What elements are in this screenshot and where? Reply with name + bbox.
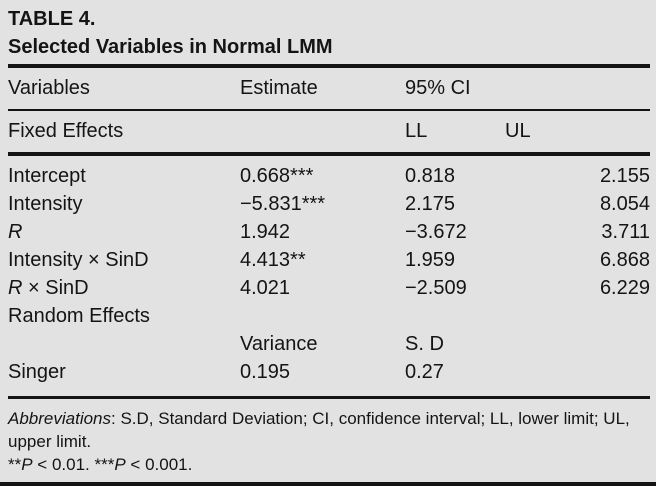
- variable-italic-part: R: [8, 276, 23, 299]
- stars-3: ***: [94, 455, 115, 474]
- column-header-ul: UL: [505, 120, 531, 142]
- cell-variable: Intensity: [8, 193, 240, 216]
- p-threshold-001: < 0.001.: [125, 455, 193, 474]
- cell-ll: 1.959: [405, 248, 456, 271]
- rule-bottom-of-table: [8, 396, 650, 399]
- p-symbol: P: [114, 455, 126, 474]
- cell-ul: 6.229: [599, 276, 650, 299]
- column-header-ci: 95% CI: [405, 77, 471, 99]
- cell-sd-header: S. D: [405, 332, 444, 355]
- table-footnotes: Abbreviations: S.D, Standard Deviation; …: [8, 399, 650, 476]
- rule-top: [8, 64, 650, 68]
- cell-ul: 3.711: [601, 220, 650, 243]
- cell-ul: 6.868: [599, 248, 650, 271]
- cell-estimate: −5.831***: [240, 192, 326, 215]
- variable-text-part: Singer: [8, 360, 66, 383]
- table-row: Intensity × SinD 4.413** 1.959 6.868: [8, 246, 650, 274]
- cell-variable: Intensity × SinD: [8, 249, 240, 272]
- p-threshold-01: < 0.01.: [32, 455, 95, 474]
- cell-variable: R × SinD: [8, 277, 240, 300]
- cell-estimate: 0.668***: [240, 164, 314, 187]
- column-header-estimate: Estimate: [240, 77, 318, 99]
- table-row: Singer 0.195 0.27: [8, 358, 650, 386]
- header-row-fixed-effects: Fixed Effects LL UL: [8, 111, 650, 152]
- variable-text-part: × SinD: [22, 276, 89, 299]
- table-title: Selected Variables in Normal LMM: [8, 36, 333, 58]
- table-row-section-random-effects: Random Effects: [8, 302, 650, 330]
- cell-estimate: 4.021: [240, 276, 291, 299]
- table-caption: TABLE 4. Selected Variables in Normal LM…: [8, 0, 650, 61]
- variable-text-part: Intensity × SinD: [8, 248, 149, 271]
- cell-ll: 2.175: [405, 192, 456, 215]
- cell-ul: 2.155: [599, 164, 650, 187]
- cell-ll: −2.509: [405, 276, 467, 299]
- cell-variable: Random Effects: [8, 305, 240, 328]
- table-row: R 1.942 −3.672 3.711: [8, 218, 650, 246]
- section-header-fixed-effects: Fixed Effects: [8, 120, 124, 142]
- table-row-random-effects-header: Variance S. D: [8, 330, 650, 358]
- table-row: Intensity −5.831*** 2.175 8.054: [8, 190, 650, 218]
- variable-text-part: Random Effects: [8, 304, 150, 327]
- variable-text-part: Intensity: [8, 192, 83, 215]
- cell-variable: Intercept: [8, 165, 240, 188]
- table-body: Intercept 0.668*** 0.818 2.155 Intensity…: [8, 156, 650, 396]
- abbreviations-note: Abbreviations: S.D, Standard Deviation; …: [8, 407, 650, 453]
- table-row: Intercept 0.668*** 0.818 2.155: [8, 162, 650, 190]
- abbreviations-label: Abbreviations: [8, 409, 112, 428]
- cell-estimate: 4.413**: [240, 248, 306, 271]
- cell-ll: −3.672: [405, 220, 467, 243]
- cell-variable: R: [8, 221, 240, 244]
- rule-under-main-header: [8, 109, 650, 111]
- column-header-ll: LL: [405, 120, 428, 142]
- table-label: TABLE 4.: [8, 8, 96, 30]
- p-symbol: P: [21, 455, 33, 474]
- cell-ll: 0.818: [405, 164, 456, 187]
- cell-estimate: 1.942: [240, 220, 291, 243]
- header-row-main: Variables Estimate 95% CI: [8, 68, 650, 109]
- stars-2: **: [8, 455, 22, 474]
- bottom-edge-rule: [0, 482, 656, 486]
- cell-variable: Singer: [8, 361, 240, 384]
- significance-note: **P < 0.01. ***P < 0.001.: [8, 453, 650, 476]
- table-row: R × SinD 4.021 −2.509 6.229: [8, 274, 650, 302]
- cell-estimate: 0.195: [240, 360, 291, 383]
- variable-italic-part: R: [8, 220, 23, 243]
- cell-variance-header: Variance: [240, 332, 318, 355]
- column-header-variables: Variables: [8, 77, 90, 99]
- rule-under-subheader: [8, 152, 650, 156]
- variable-text-part: Intercept: [8, 164, 86, 187]
- cell-ll: 0.27: [405, 360, 444, 383]
- abbreviations-text: : S.D, Standard Deviation; CI, confidenc…: [8, 409, 630, 451]
- cell-ul: 8.054: [599, 192, 650, 215]
